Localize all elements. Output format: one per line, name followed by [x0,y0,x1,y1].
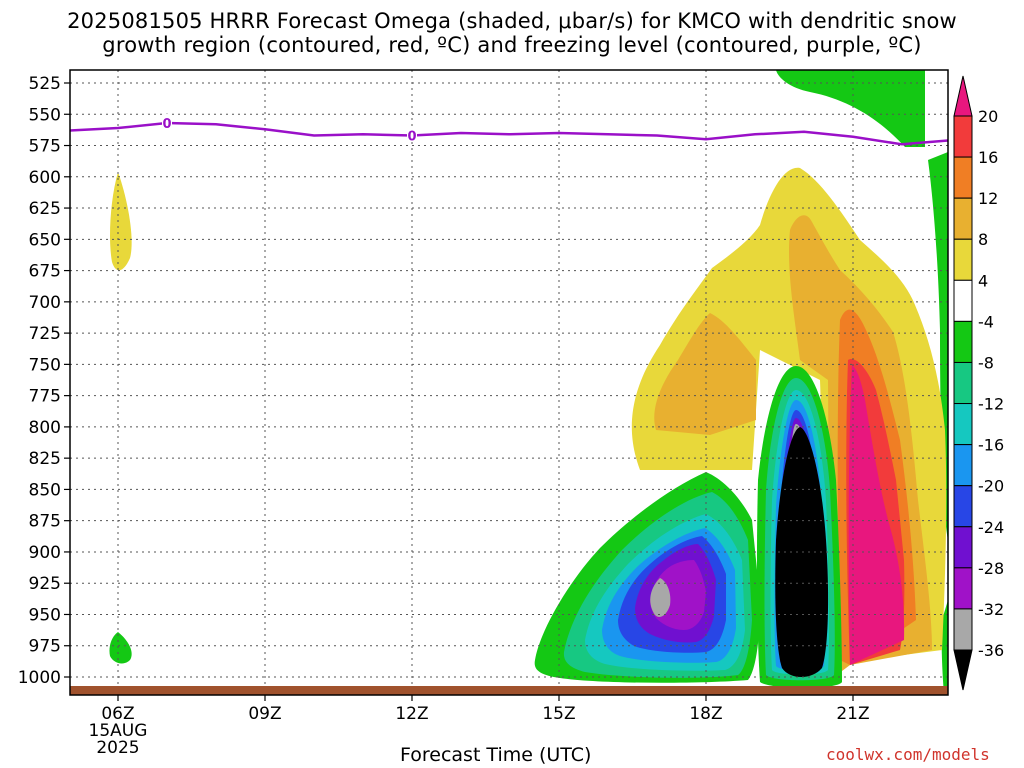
colorbar-bin-1 [953,115,973,158]
freezing-level-line [69,121,949,146]
x-axis-label: Forecast Time (UTC) [400,744,592,766]
x-tick-label-15Z: 15Z [542,704,575,724]
x-tick-sublabel-0: 15AUG [89,721,148,741]
omega-region-upward-8 [654,313,756,435]
colorbar-label-2: 12 [978,189,998,208]
colorbar-label-12: -32 [978,600,1004,619]
colorbar-label-6: -8 [978,353,994,372]
colorbar-bin-11 [953,526,973,569]
omega-region-downward-36 [650,578,671,617]
omega-region-downward-small [109,632,132,664]
colorbar-bin-0 [953,75,973,117]
colorbar-label-13: -36 [978,641,1004,660]
y-tick-label-875: 875 [29,512,61,532]
freezing-level-labels: 00 [162,114,417,145]
y-tick-label-900: 900 [29,543,61,563]
colorbar-label-8: -16 [978,436,1004,455]
colorbar-label-4: 4 [978,271,988,290]
omega-shading [109,70,948,695]
x-tick-label-09Z: 09Z [248,704,281,724]
colorbar-bin-9 [953,444,973,487]
colorbar-bin-6 [953,320,973,363]
omega-region-upward-20 [848,365,905,665]
chart-title-line-1: 2025081505 HRRR Forecast Omega (shaded, … [67,9,957,33]
freezing-label-bg-0 [162,114,172,130]
colorbar-bin-13 [953,608,973,651]
colorbar-bin-14 [953,649,973,691]
colorbar-bin-5 [953,279,973,322]
x-tick-label-12Z: 12Z [395,704,428,724]
omega-region-top-green [776,70,925,147]
colorbar-label-1: 16 [978,148,998,167]
colorbar-label-9: -20 [978,477,1004,496]
omega-region-upward-small [110,172,132,271]
y-tick-label-650: 650 [29,230,61,250]
x-tick-label-06Z: 06Z [101,704,134,724]
y-tick-label-925: 925 [29,574,61,594]
y-tick-label-750: 750 [29,355,61,375]
y-tick-label-950: 950 [29,605,61,625]
freezing-label-0: 0 [162,117,171,132]
colorbar-bin-7 [953,361,973,405]
plot-frame [69,69,949,696]
surface-terrain-bar [70,686,948,695]
y-tick-label-675: 675 [29,262,61,282]
y-tick-label-700: 700 [29,293,61,313]
y-tick-label-1000: 1000 [18,668,61,688]
y-tick-label-775: 775 [29,387,61,407]
colorbar: 20 16 12 8 4 -4 -8 -12 -16 -20 -24 -28 -32 -36 [953,75,1004,691]
x-tick-label-21Z: 21Z [836,704,869,724]
y-tick-label-525: 525 [29,74,61,94]
y-tick-label-575: 575 [29,137,61,157]
y-axis: 525 550 575 600 625 650 675 700 725 750 775 800 825 8… [18,74,70,688]
y-tick-label-825: 825 [29,449,61,469]
x-tick-label-18Z: 18Z [689,704,722,724]
colorbar-label-7: -12 [978,395,1004,414]
y-tick-label-625: 625 [29,199,61,219]
colorbar-bin-8 [953,403,973,446]
freezing-label-bg-1 [407,126,417,142]
chart-title-line-2: growth region (contoured, red, ºC) and f… [102,33,922,57]
colorbar-bin-2 [953,156,973,199]
credit-text: coolwx.com/models [826,745,990,764]
colorbar-bin-10 [953,485,973,528]
colorbar-label-5: -4 [978,312,994,331]
colorbar-label-3: 8 [978,230,988,249]
y-tick-label-850: 850 [29,480,61,500]
colorbar-bin-12 [953,567,973,610]
freezing-label-1: 0 [407,130,416,145]
colorbar-bin-4 [953,238,973,281]
colorbar-label-10: -24 [978,518,1004,537]
x-tick-sublabel-1: 2025 [96,738,139,758]
y-tick-label-600: 600 [29,168,61,188]
y-tick-label-550: 550 [29,105,61,125]
colorbar-label-11: -28 [978,559,1004,578]
grid-lines [70,70,948,695]
colorbar-label-0: 20 [978,107,998,126]
y-tick-label-800: 800 [29,418,61,438]
colorbar-bin-3 [953,197,973,240]
y-tick-label-975: 975 [29,637,61,657]
y-tick-label-725: 725 [29,324,61,344]
